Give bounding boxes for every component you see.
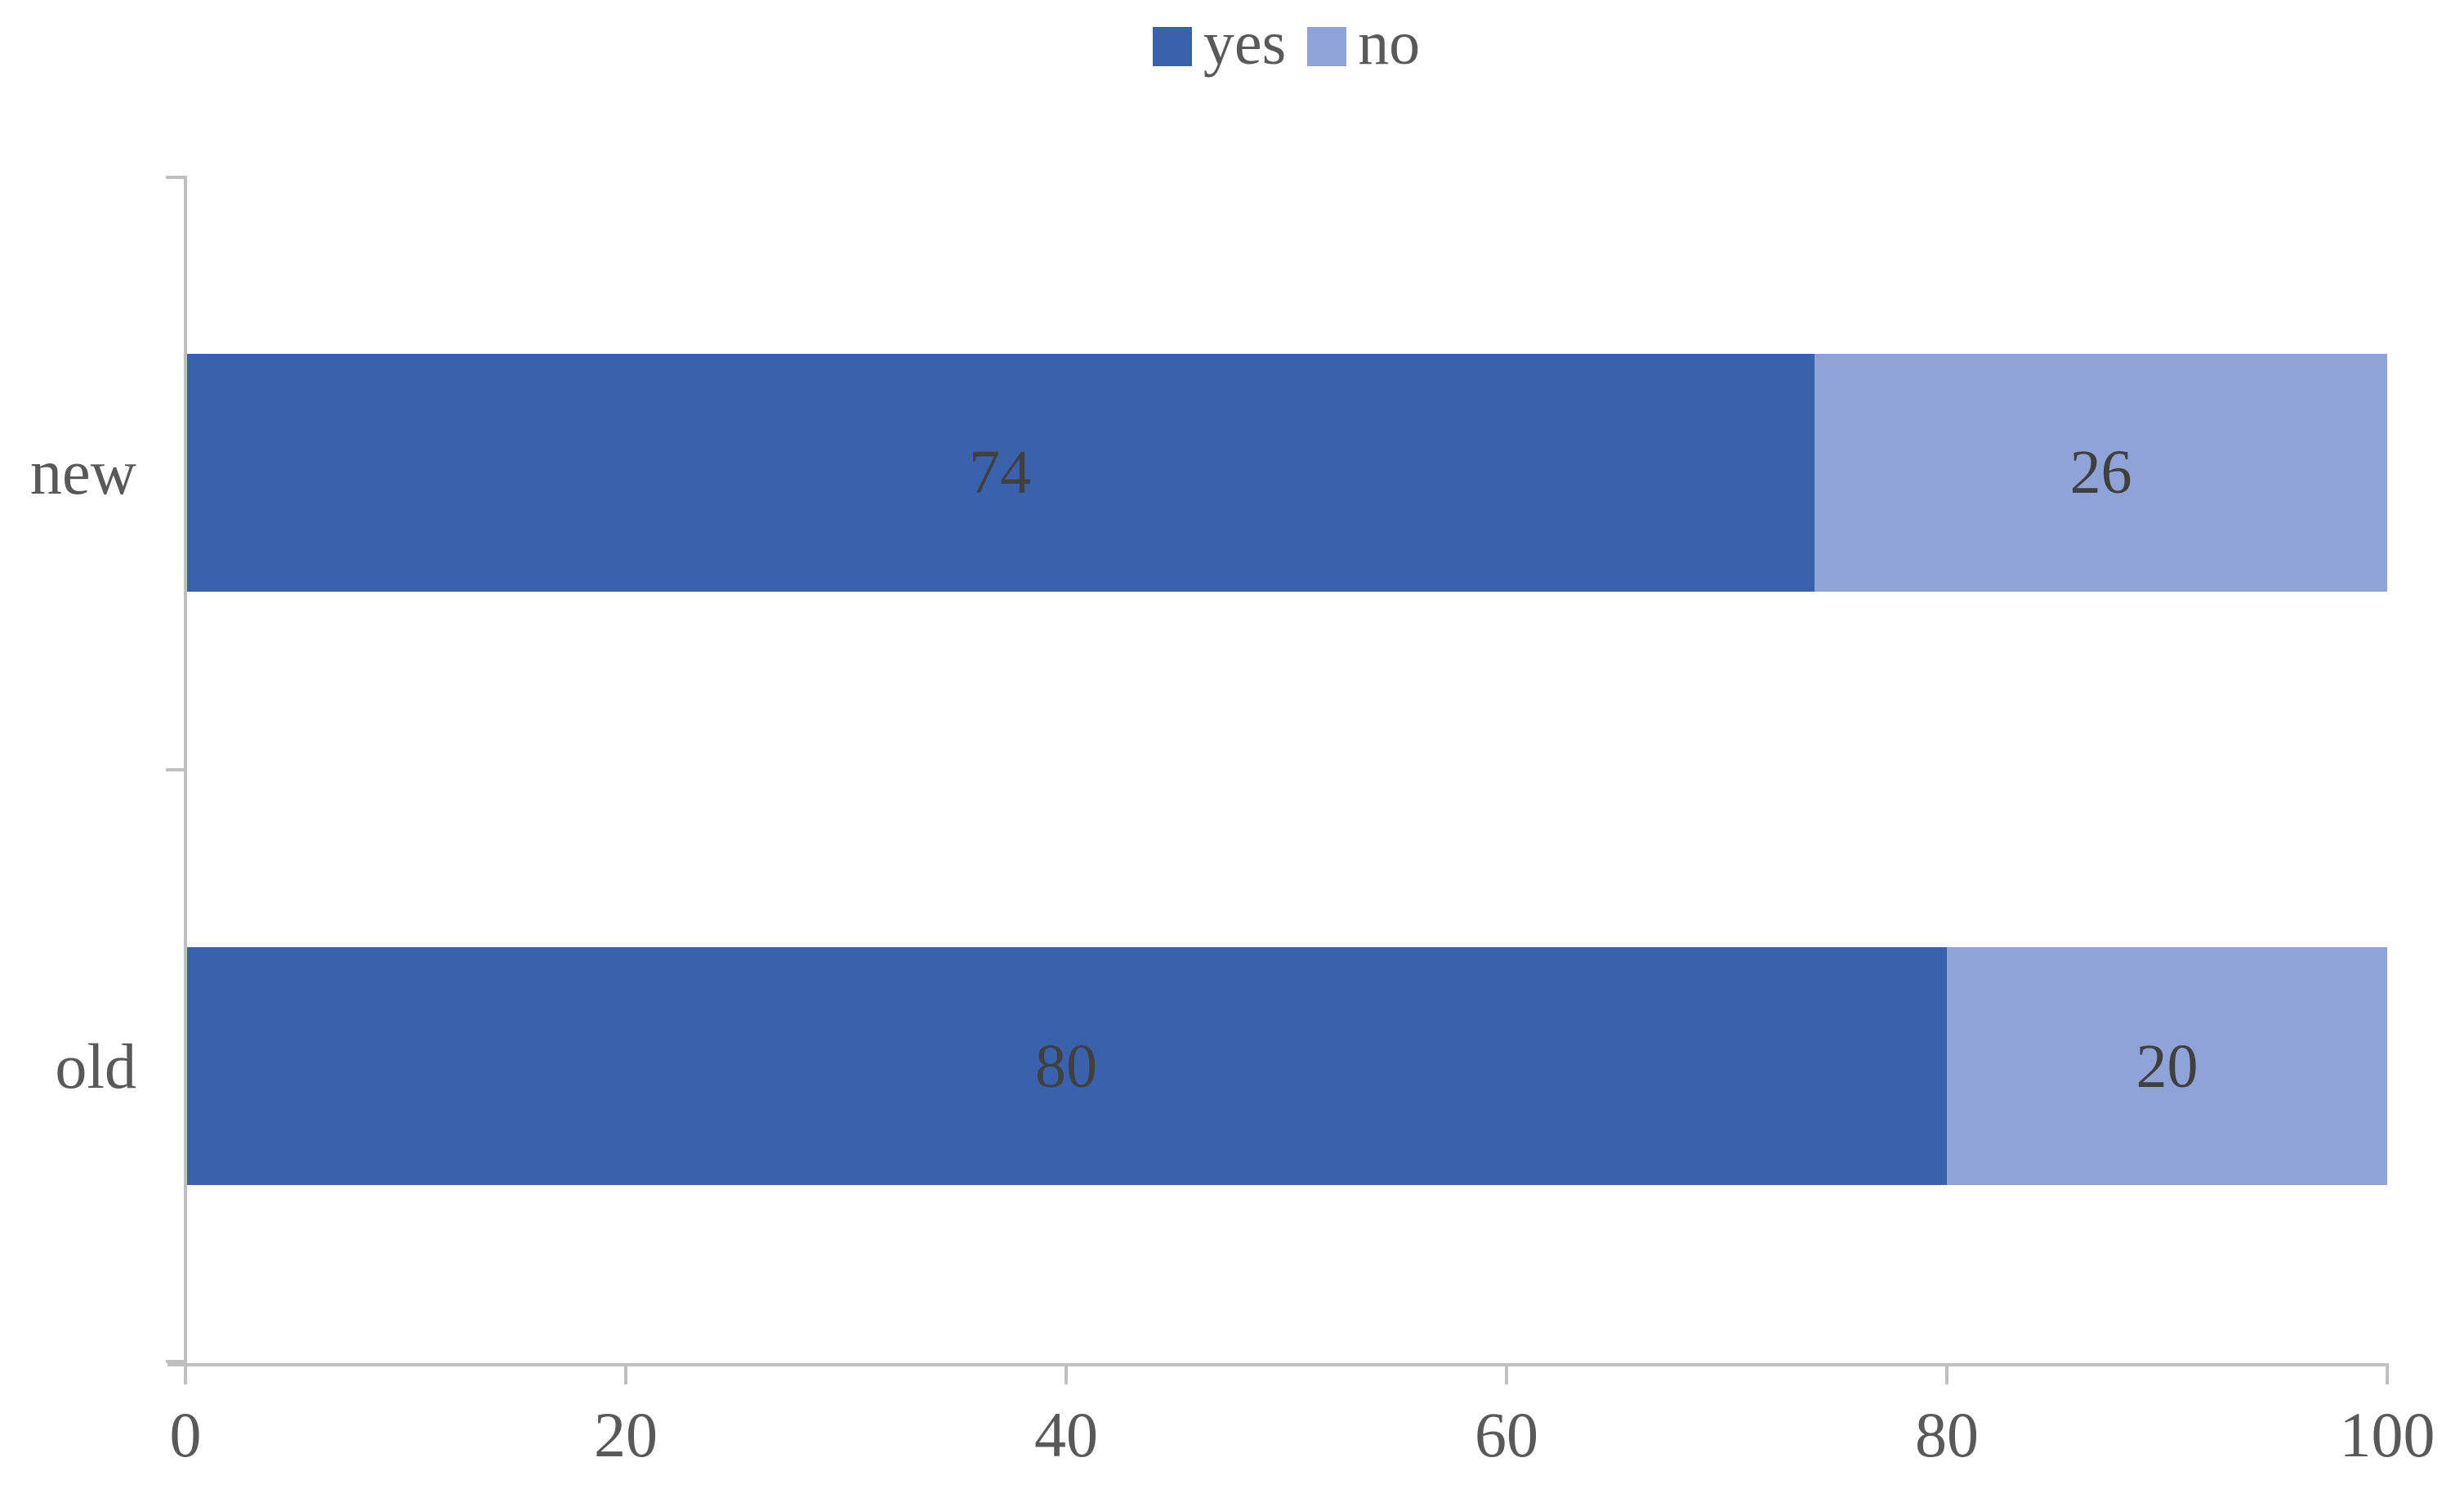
- legend-item-no: no: [1307, 12, 1420, 81]
- category-label-new: new: [30, 436, 136, 508]
- y-axis-tick: [166, 176, 185, 179]
- data-label-new-no: 26: [2069, 438, 2132, 508]
- x-axis-tick: [1505, 1363, 1508, 1384]
- category-row-new: 74 26: [185, 176, 2387, 770]
- data-label-old-no: 20: [2136, 1031, 2198, 1101]
- legend-item-label: no: [1358, 9, 1421, 78]
- legend-item-label: yes: [1203, 9, 1287, 78]
- x-tick-label-40: 40: [1034, 1399, 1098, 1470]
- x-axis-tick: [1065, 1363, 1068, 1384]
- bar-new-segment-no: 26: [1815, 353, 2387, 592]
- data-label-old-yes: 80: [1035, 1031, 1097, 1101]
- x-axis-tick: [624, 1363, 627, 1384]
- category-label-old: old: [55, 1030, 136, 1102]
- x-tick-label-20: 20: [594, 1399, 658, 1470]
- bar-old-segment-no: 20: [1947, 947, 2387, 1186]
- legend-swatch-no-icon: [1307, 27, 1347, 66]
- y-axis-tick: [166, 767, 185, 771]
- plot-area: 74 26 80 20 0 20 40 60 80 100 new old: [30, 176, 2435, 1467]
- x-tick-label-60: 60: [1475, 1399, 1538, 1470]
- bar-old-segment-yes: 80: [185, 947, 1947, 1186]
- x-axis-line: [167, 1363, 2389, 1366]
- x-tick-label-80: 80: [1915, 1399, 1979, 1470]
- legend-item-yes: yes: [1152, 9, 1287, 81]
- data-label-new-yes: 74: [969, 438, 1032, 508]
- bar-new: 74 26: [185, 353, 2387, 592]
- x-tick-label-100: 100: [2339, 1399, 2435, 1470]
- bars-container: 74 26 80 20: [185, 176, 2387, 1363]
- y-axis-tick: [166, 1360, 185, 1363]
- legend-swatch-yes-icon: [1152, 27, 1192, 66]
- category-row-old: 80 20: [185, 770, 2387, 1364]
- chart-legend: yes no: [185, 11, 2387, 82]
- x-axis-tick: [1945, 1363, 1948, 1384]
- bar-old: 80 20: [185, 947, 2387, 1186]
- x-tick-label-0: 0: [169, 1399, 202, 1470]
- x-axis-tick: [2386, 1363, 2389, 1384]
- bar-new-segment-yes: 74: [185, 353, 1815, 592]
- y-axis-line: [184, 176, 187, 1383]
